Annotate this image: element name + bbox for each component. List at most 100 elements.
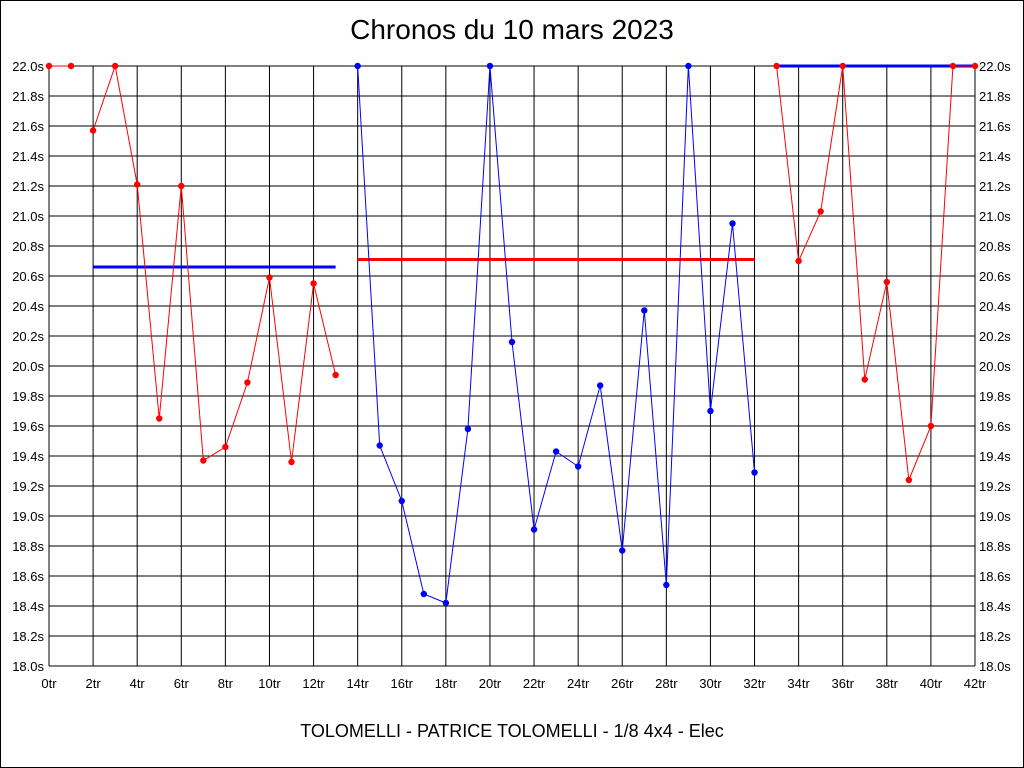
x-tick-label: 36tr xyxy=(832,676,855,691)
data-point xyxy=(376,442,383,449)
x-tick-label: 40tr xyxy=(920,676,943,691)
x-tick-label: 38tr xyxy=(876,676,899,691)
data-point xyxy=(949,62,957,70)
y-tick-label-left: 21.6s xyxy=(12,119,44,134)
y-tick-label-left: 18.8s xyxy=(12,539,44,554)
y-tick-label-right: 18.0s xyxy=(979,659,1011,674)
x-tick-label: 22tr xyxy=(523,676,546,691)
y-tick-label-right: 20.0s xyxy=(979,359,1011,374)
data-point xyxy=(486,62,494,70)
data-point xyxy=(354,62,361,70)
x-tick-label: 16tr xyxy=(391,676,414,691)
data-point xyxy=(552,448,560,455)
average-lines xyxy=(93,64,975,269)
data-point xyxy=(244,379,251,386)
data-point xyxy=(266,274,273,281)
y-tick-label-right: 19.2s xyxy=(979,479,1011,494)
data-point xyxy=(288,458,295,466)
y-tick-label-right: 20.8s xyxy=(979,239,1011,254)
y-tick-label-left: 19.2s xyxy=(12,479,44,494)
data-point xyxy=(795,257,802,265)
data-point xyxy=(861,376,868,383)
x-tick-label: 34tr xyxy=(787,676,810,691)
y-tick-label-left: 21.4s xyxy=(12,149,44,164)
chart-footer: TOLOMELLI - PATRICE TOLOMELLI - 1/8 4x4 … xyxy=(300,721,724,741)
data-point xyxy=(89,127,97,134)
grid xyxy=(48,65,976,667)
x-tick-label: 10tr xyxy=(258,676,281,691)
x-tick-label: 24tr xyxy=(567,676,590,691)
y-tick-label-left: 18.0s xyxy=(12,659,44,674)
data-point xyxy=(685,62,692,70)
y-tick-label-right: 19.8s xyxy=(979,389,1011,404)
x-tick-label: 4tr xyxy=(130,676,146,691)
data-point xyxy=(817,208,824,215)
y-tick-label-left: 20.2s xyxy=(12,329,44,344)
data-point xyxy=(663,581,670,589)
y-tick-label-left: 20.6s xyxy=(12,269,44,284)
x-tick-label: 18tr xyxy=(435,676,458,691)
y-tick-label-right: 21.4s xyxy=(979,149,1011,164)
x-tick-label: 26tr xyxy=(611,676,634,691)
y-tick-label-right: 19.0s xyxy=(979,509,1011,524)
x-tick-label: 8tr xyxy=(218,676,234,691)
y-tick-label-right: 18.6s xyxy=(979,569,1011,584)
y-tick-label-right: 18.2s xyxy=(979,629,1011,644)
y-tick-label-left: 22.0s xyxy=(12,59,44,74)
data-point xyxy=(971,62,979,70)
y-tick-label-left: 19.6s xyxy=(12,419,44,434)
data-point xyxy=(420,590,428,598)
data-point xyxy=(839,62,846,70)
y-tick-label-right: 19.6s xyxy=(979,419,1011,434)
data-point xyxy=(398,497,405,505)
data-points xyxy=(45,62,979,607)
series-lines xyxy=(49,64,975,604)
data-point xyxy=(596,382,604,389)
y-tick-label-right: 20.2s xyxy=(979,329,1011,344)
chart-title: Chronos du 10 mars 2023 xyxy=(350,14,674,45)
y-tick-label-right: 21.6s xyxy=(979,119,1011,134)
x-tick-label: 14tr xyxy=(346,676,369,691)
y-tick-label-left: 18.4s xyxy=(12,599,44,614)
x-tick-label: 32tr xyxy=(743,676,766,691)
y-tick-label-right: 22.0s xyxy=(979,59,1011,74)
data-point xyxy=(332,371,339,379)
x-tick-label: 0tr xyxy=(41,676,57,691)
tick-labels: 0tr 2tr 4tr 6tr 8tr 10tr 12tr 14tr 16tr 18tr 20tr 2… xyxy=(12,59,1011,691)
data-point xyxy=(905,476,913,484)
data-point xyxy=(641,307,648,314)
x-tick-label: 30tr xyxy=(699,676,722,691)
series-line xyxy=(92,64,337,463)
data-point xyxy=(883,278,891,286)
y-tick-label-right: 21.8s xyxy=(979,89,1011,104)
data-point xyxy=(200,457,207,464)
data-point xyxy=(222,443,229,451)
y-tick-label-left: 19.0s xyxy=(12,509,44,524)
data-point xyxy=(751,469,758,476)
data-point xyxy=(156,415,163,422)
data-point xyxy=(45,62,53,70)
data-point xyxy=(530,526,538,533)
x-tick-label: 28tr xyxy=(655,676,678,691)
data-point xyxy=(508,338,516,346)
data-point xyxy=(729,220,736,227)
data-point xyxy=(178,182,185,190)
x-tick-label: 42tr xyxy=(964,676,987,691)
y-tick-label-right: 20.6s xyxy=(979,269,1011,284)
y-tick-label-left: 20.0s xyxy=(12,359,44,374)
y-tick-label-right: 18.8s xyxy=(979,539,1011,554)
y-tick-label-left: 19.4s xyxy=(12,449,44,464)
x-tick-label: 12tr xyxy=(302,676,325,691)
data-point xyxy=(133,181,141,188)
data-point xyxy=(707,407,714,415)
data-point xyxy=(442,599,450,607)
y-tick-label-right: 21.2s xyxy=(979,179,1011,194)
y-tick-label-right: 20.4s xyxy=(979,299,1011,314)
y-tick-label-left: 18.6s xyxy=(12,569,44,584)
y-tick-label-right: 19.4s xyxy=(979,449,1011,464)
series-line xyxy=(776,65,975,481)
data-point xyxy=(111,62,119,70)
y-tick-label-left: 21.8s xyxy=(12,89,44,104)
